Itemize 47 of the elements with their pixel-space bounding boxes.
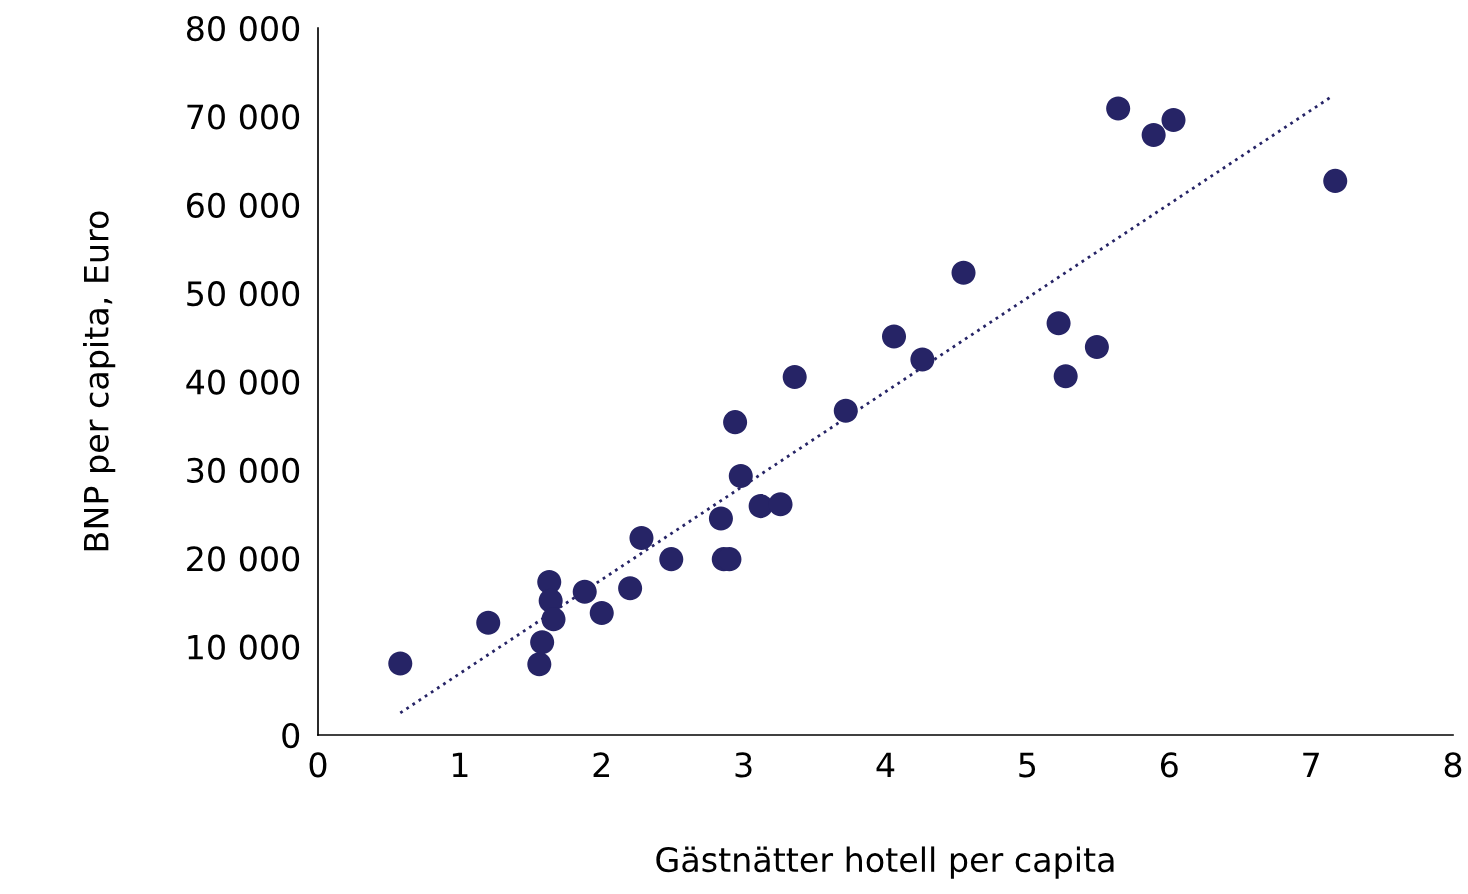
x-tick-label: 6 [1160, 752, 1178, 778]
x-tick-label: 0 [309, 752, 327, 778]
point [572, 579, 597, 604]
point [1084, 335, 1109, 360]
y-tick-label: 70 000 [187, 104, 300, 130]
point [1161, 107, 1186, 132]
point [659, 547, 684, 572]
point [728, 464, 753, 489]
x-tick-label: 1 [452, 752, 468, 777]
point [951, 260, 976, 285]
y-axis-title: BNP per capita, Euro [82, 211, 116, 551]
y-tick-label: 80 000 [186, 15, 300, 42]
point [782, 365, 807, 390]
point [768, 492, 793, 517]
y-tick-label: 50 000 [187, 281, 300, 307]
point [833, 398, 858, 423]
x-tick-label: 4 [876, 752, 895, 777]
point [629, 525, 654, 550]
point [1141, 122, 1166, 147]
y-tick-label: 30 000 [187, 457, 300, 484]
x-tick-label: 2 [593, 752, 610, 777]
x-axis-title: Gästnätter hotell per capita [656, 846, 1114, 879]
y-tick-label: 40 000 [186, 369, 300, 395]
x-tick-label: 7 [1303, 752, 1319, 777]
point [708, 506, 733, 531]
x-tick-label: 8 [1444, 752, 1462, 778]
point [388, 651, 413, 676]
point [881, 324, 907, 349]
point [1106, 96, 1131, 121]
point [589, 601, 614, 626]
point [1323, 168, 1348, 193]
y-tick-label: 0 [282, 722, 300, 749]
y-tick-label: 60 000 [187, 192, 300, 218]
point [530, 630, 555, 655]
point [723, 410, 748, 435]
point [1053, 364, 1078, 389]
point [541, 607, 566, 632]
point [748, 494, 773, 519]
x-tick-label: 3 [735, 752, 752, 778]
point [618, 576, 643, 601]
point [476, 610, 501, 635]
y-tick-label: 10 000 [188, 634, 300, 660]
y-tick-label: 20 000 [187, 546, 300, 572]
point [1046, 311, 1071, 336]
x-tick-label: 5 [1019, 752, 1036, 778]
point [910, 347, 935, 372]
point [527, 652, 552, 677]
